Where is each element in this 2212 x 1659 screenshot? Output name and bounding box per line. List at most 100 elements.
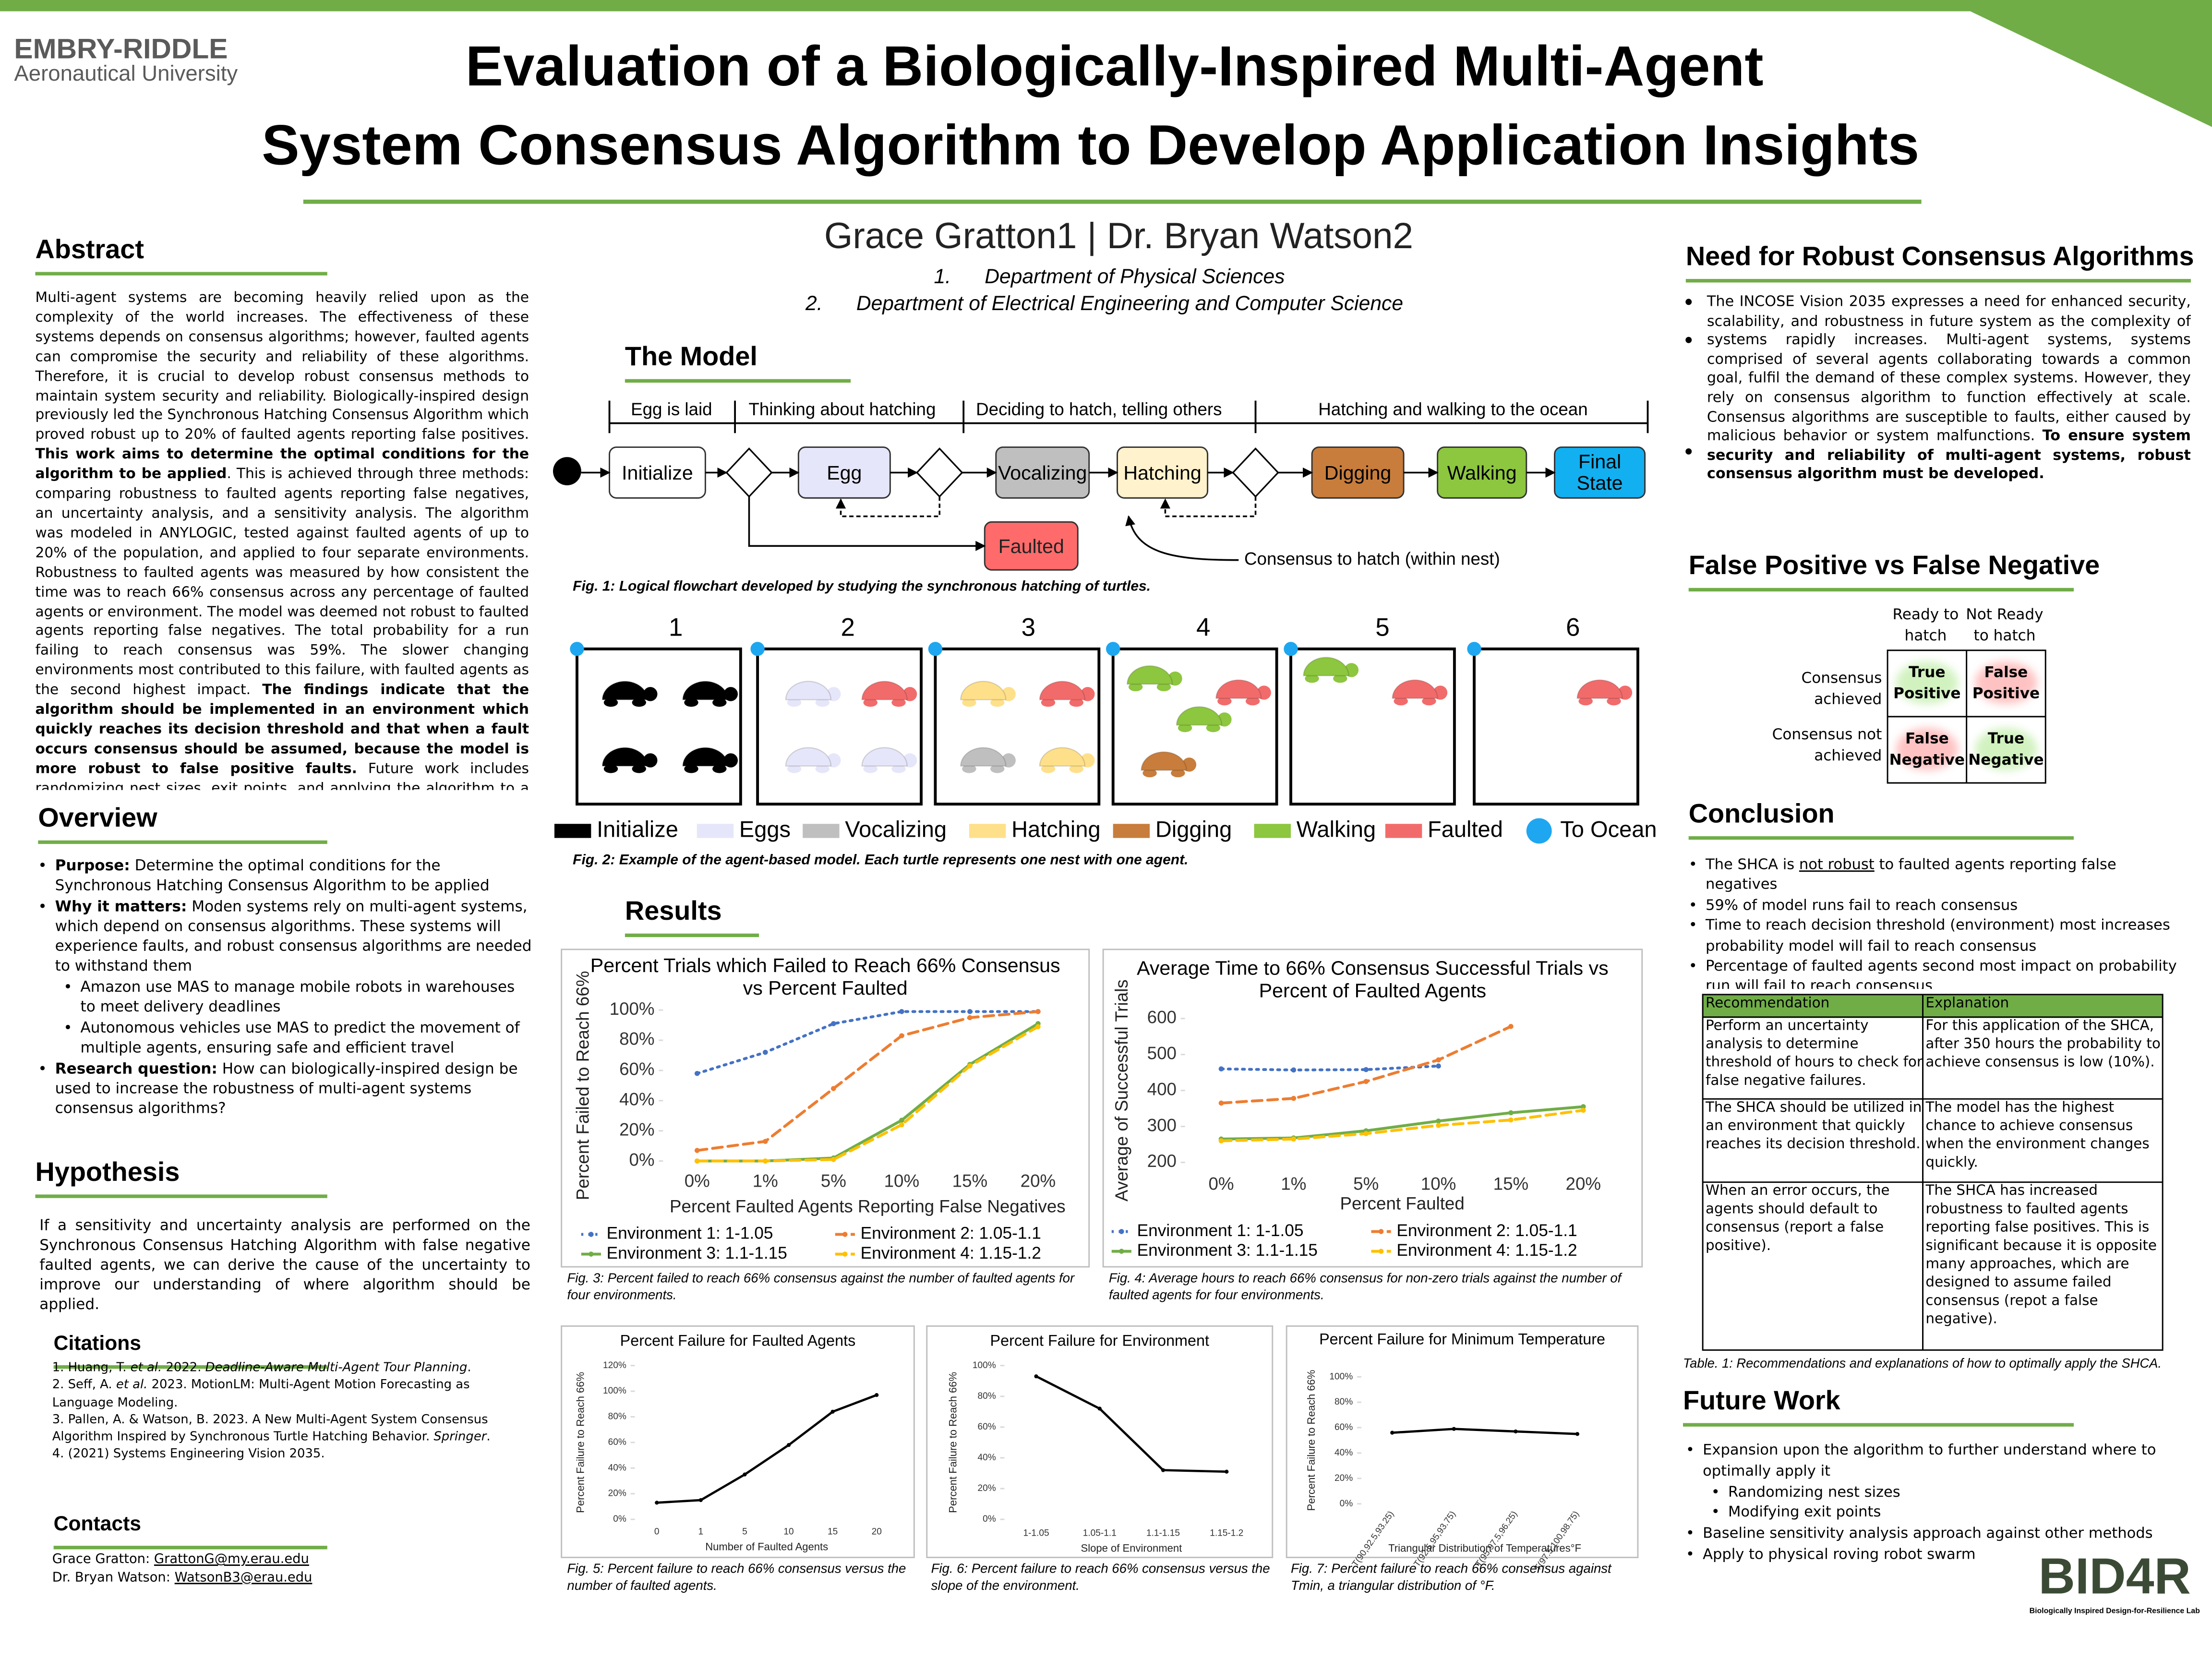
legend-label: Walking bbox=[1297, 816, 1376, 842]
legend-marker bbox=[1378, 1229, 1384, 1234]
turtle-leg bbox=[787, 698, 802, 707]
turtle bbox=[861, 681, 917, 707]
turtle-leg bbox=[962, 764, 976, 773]
row-header: Consensus achieved bbox=[1801, 670, 1882, 709]
turtle-leg bbox=[815, 764, 830, 773]
chart-caption-frame: Fig. 5: Percent failure to reach 66% con… bbox=[567, 1560, 906, 1593]
x-tick-label: 0 bbox=[654, 1527, 660, 1537]
x-tick-label: 15% bbox=[952, 1171, 988, 1190]
fpfn-cell: True Positive bbox=[1893, 663, 1961, 702]
chart-frame bbox=[1286, 1325, 1639, 1558]
data-point bbox=[899, 1118, 904, 1123]
legend-swatch bbox=[554, 824, 591, 838]
turtle-shell bbox=[1176, 706, 1223, 726]
data-point bbox=[694, 1148, 700, 1153]
series-line bbox=[1220, 1108, 1585, 1142]
text-run: . This is achieved through three methods… bbox=[35, 467, 529, 699]
list-item: The SHCA is not robust to faulted agents… bbox=[1686, 855, 2180, 896]
legend-label: Digging bbox=[1155, 816, 1232, 842]
data-point bbox=[899, 1009, 904, 1014]
turtle-leg bbox=[603, 698, 618, 707]
data-point bbox=[786, 1443, 791, 1447]
text-run: The findings indicate that the algorithm… bbox=[35, 683, 529, 777]
text-run: to faulted agents reporting false negati… bbox=[1705, 856, 2116, 894]
turtle bbox=[1039, 681, 1095, 707]
text-run: Grace Gratton: bbox=[52, 1551, 154, 1567]
lab-name: Biologically Inspired Design-for-Resilie… bbox=[2030, 1607, 2200, 1615]
data-point bbox=[1218, 1138, 1224, 1143]
chart-title-frame: Average Time to 66% Consensus Successful… bbox=[1137, 956, 1609, 1001]
x-axis-label: Percent Faulted Agents Reporting False N… bbox=[670, 1196, 1066, 1216]
cell-glow bbox=[1896, 728, 1959, 770]
list-item: Apply to physical roving robot swarm bbox=[1683, 1545, 2191, 1565]
turtle-shell bbox=[1126, 665, 1173, 685]
text-run: GrattonG@my.erau.edu bbox=[154, 1551, 309, 1567]
legend-swatch bbox=[1526, 818, 1552, 844]
section-heading: Contacts bbox=[54, 1512, 141, 1535]
data-point bbox=[762, 1049, 768, 1055]
y-tick-label: 80% bbox=[978, 1391, 996, 1401]
phase-label: Hatching and walking to the ocean bbox=[1318, 399, 1587, 419]
legend-marker bbox=[1119, 1229, 1124, 1234]
cell-glow bbox=[1975, 661, 2037, 704]
data-point bbox=[1291, 1095, 1297, 1101]
chart-title-frame: Percent Failure for Minimum Temperature bbox=[1319, 1332, 1605, 1348]
hypothesis-text-frame: If a sensitivity and uncertainty analysi… bbox=[39, 1217, 530, 1313]
legend-label: To Ocean bbox=[1560, 816, 1657, 842]
x-tick-label: 15 bbox=[828, 1527, 838, 1537]
turtle-leg bbox=[891, 698, 906, 707]
turtle-leg bbox=[815, 698, 830, 707]
turtle-shell bbox=[785, 747, 832, 767]
y-tick-label: 40% bbox=[978, 1453, 996, 1463]
node-label: Faulted bbox=[998, 534, 1064, 557]
turtle-leg bbox=[1217, 697, 1232, 706]
ocean-marker bbox=[1284, 642, 1298, 656]
legend-marker bbox=[842, 1251, 848, 1257]
y-tick-label: 80% bbox=[619, 1029, 655, 1049]
node-label: Walking bbox=[1447, 460, 1517, 483]
text-run: 2. Seff, A. bbox=[52, 1379, 116, 1393]
text-run: Purpose: bbox=[55, 857, 130, 875]
corner-triangle bbox=[1947, 0, 2212, 127]
caption: Table. 1: Recommendations and explanatio… bbox=[1683, 1356, 2162, 1370]
series-line bbox=[1391, 1428, 1579, 1435]
text-run: How can biologically-inspired design be … bbox=[55, 1060, 518, 1118]
data-point bbox=[899, 1033, 904, 1038]
x-axis-label: Triangular Distribution of Temperatures°… bbox=[1388, 1542, 1581, 1554]
legend-label: Faulted bbox=[1428, 816, 1503, 842]
panel-number: 1 bbox=[669, 613, 683, 642]
data-point bbox=[1363, 1079, 1369, 1084]
turtle-leg bbox=[1206, 723, 1221, 733]
y-tick-label: 80% bbox=[1334, 1397, 1353, 1407]
node-label: Vocalizing bbox=[998, 460, 1087, 483]
section-heading: The Model bbox=[625, 341, 757, 371]
fpfn-cell: False Positive bbox=[1972, 663, 2040, 702]
legend-label: Environment 1: 1-1.05 bbox=[1137, 1221, 1304, 1240]
turtle-shell bbox=[1303, 657, 1349, 676]
nest-panel bbox=[576, 647, 742, 806]
turtle-leg bbox=[891, 764, 906, 773]
x-tick-label: 5% bbox=[821, 1171, 846, 1190]
chart-title-frame: Percent Failure for Faulted Agents bbox=[620, 1333, 856, 1350]
data-point bbox=[967, 1009, 973, 1014]
fpfn-grid bbox=[1887, 649, 2046, 784]
text-run: Why it matters: bbox=[55, 899, 187, 916]
nest-panel bbox=[1473, 647, 1639, 806]
y-tick-label: 200 bbox=[1147, 1151, 1177, 1171]
panel-number: 6 bbox=[1566, 613, 1580, 642]
legend-label: Environment 4: 1.15-1.2 bbox=[1396, 1241, 1577, 1260]
chart-caption-frame: Fig. 3: Percent failed to reach 66% cons… bbox=[567, 1270, 1074, 1302]
turtle-leg bbox=[1607, 697, 1621, 706]
turtle-leg bbox=[962, 698, 976, 707]
table-cell-frame: Perform an uncertainty analysis to deter… bbox=[1706, 1019, 1923, 1089]
y-tick-label: 100% bbox=[603, 1386, 626, 1396]
decision bbox=[915, 447, 963, 498]
turtle-leg bbox=[632, 764, 646, 773]
legend-marker bbox=[589, 1232, 594, 1237]
text-run: not robust bbox=[1799, 856, 1875, 874]
x-tick-label: 10% bbox=[1421, 1174, 1456, 1193]
lab-logo: BID4R bbox=[2039, 1548, 2191, 1604]
flow-arrow bbox=[748, 496, 986, 551]
x-tick-label: 10 bbox=[783, 1527, 793, 1537]
